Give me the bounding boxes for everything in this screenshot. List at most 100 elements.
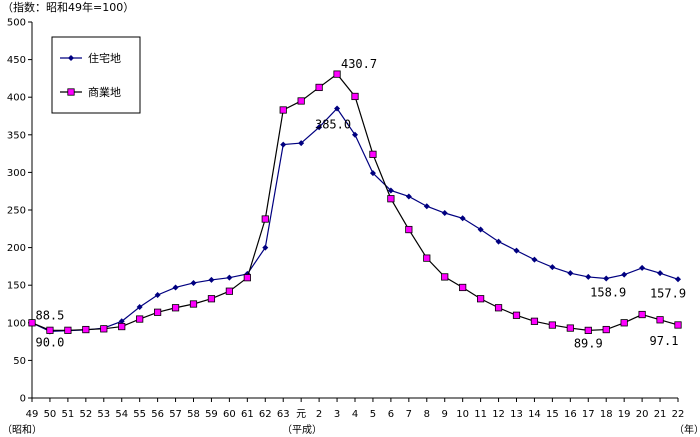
data-point — [333, 70, 341, 78]
y-tick-label: 500 — [7, 18, 26, 29]
x-tick-label: 56 — [151, 409, 164, 420]
data-point — [602, 325, 610, 334]
era-label-showa: （昭和） — [2, 424, 42, 436]
data-point — [620, 319, 628, 327]
data-point — [441, 210, 448, 217]
x-tick-label: 58 — [187, 409, 200, 420]
x-tick-label: 59 — [205, 409, 218, 420]
x-tick-label: 4 — [352, 409, 358, 420]
legend-marker — [68, 55, 74, 61]
legend-label: 商業地 — [88, 85, 121, 99]
data-point — [423, 203, 430, 210]
data-label: 88.5 — [35, 308, 64, 322]
series-line — [31, 107, 679, 333]
data-point — [118, 322, 126, 331]
x-tick-label: 51 — [62, 409, 75, 420]
data-point — [512, 311, 521, 319]
data-point — [207, 295, 216, 303]
data-labels: 88.5 90.0 385.0 430.7 158.9 157.9 89.9 97.1 — [35, 57, 686, 350]
data-point — [441, 273, 449, 281]
era-label-year: （年） — [674, 423, 700, 436]
data-point — [369, 150, 377, 158]
data-point — [477, 226, 484, 233]
data-point — [171, 304, 180, 312]
x-tick-label: 16 — [564, 409, 577, 420]
data-point — [208, 276, 215, 283]
x-tick-label: 15 — [546, 409, 559, 420]
data-point — [566, 324, 574, 332]
data-label: 89.9 — [574, 336, 603, 350]
x-tick-label: 53 — [97, 409, 110, 420]
x-tick-label: 60 — [223, 409, 236, 420]
series-commercial — [28, 70, 682, 334]
data-label: 90.0 — [35, 335, 64, 349]
data-point — [459, 283, 467, 292]
data-label: 385.0 — [315, 117, 351, 131]
data-point — [656, 316, 664, 324]
x-tick-label: 8 — [424, 409, 430, 420]
data-point — [46, 326, 54, 334]
data-point — [316, 124, 323, 131]
data-point — [387, 187, 394, 194]
x-tick-label: 13 — [510, 409, 523, 420]
data-point — [136, 304, 143, 311]
data-point — [298, 140, 305, 147]
y-tick-label: 0 — [20, 394, 26, 405]
x-tick-label: 7 — [406, 409, 412, 420]
legend-marker — [67, 88, 75, 96]
data-point — [297, 97, 305, 105]
data-label: 430.7 — [341, 57, 377, 71]
x-tick-label: 9 — [442, 409, 448, 420]
data-point — [315, 83, 323, 92]
x-tick-label: 55 — [133, 409, 146, 420]
series-layer — [28, 70, 682, 335]
data-point — [225, 287, 233, 295]
legend-label: 住宅地 — [88, 51, 121, 65]
data-point — [262, 244, 269, 251]
data-point — [136, 315, 144, 323]
data-point — [82, 325, 90, 334]
data-point — [513, 247, 520, 254]
y-axis-ticks: 0 50 100 150 200 250 300 350 400 450 500 — [7, 18, 32, 405]
data-point — [423, 254, 431, 262]
data-point — [567, 270, 574, 277]
data-point — [585, 273, 592, 280]
data-label: 157.9 — [650, 286, 686, 300]
x-tick-label: 63 — [277, 409, 290, 420]
data-point — [172, 284, 179, 291]
data-point — [638, 310, 646, 319]
legend-item-residential: 住宅地 — [60, 51, 121, 65]
y-tick-label: 200 — [7, 243, 26, 254]
data-point — [280, 141, 287, 148]
y-tick-label: 350 — [7, 130, 26, 141]
data-point — [243, 274, 251, 282]
data-point — [154, 308, 162, 316]
x-tick-label: 12 — [492, 409, 505, 420]
data-label: 158.9 — [590, 286, 626, 300]
data-point — [639, 264, 646, 271]
data-point — [495, 238, 502, 245]
x-tick-label: 49 — [26, 409, 39, 420]
data-point — [531, 256, 538, 263]
data-point — [530, 317, 539, 325]
data-point — [279, 106, 287, 114]
x-tick-label: 11 — [474, 409, 487, 420]
data-point — [621, 271, 628, 278]
x-tick-label: 元 — [296, 409, 306, 420]
x-tick-label: 5 — [370, 409, 376, 420]
x-tick-label: 50 — [44, 409, 57, 420]
x-tick-label: 52 — [79, 409, 92, 420]
y-tick-label: 450 — [7, 55, 26, 66]
x-tick-label: 62 — [259, 409, 272, 420]
data-point — [494, 304, 503, 312]
x-tick-label: 57 — [169, 409, 182, 420]
data-point — [118, 318, 125, 325]
x-tick-label: 21 — [654, 409, 667, 420]
legend-item-commercial: 商業地 — [60, 85, 121, 99]
era-label-heisei: （平成） — [282, 424, 322, 436]
data-point — [189, 300, 198, 308]
x-tick-label: 54 — [115, 409, 128, 420]
data-point — [226, 274, 233, 281]
data-point — [405, 193, 412, 200]
